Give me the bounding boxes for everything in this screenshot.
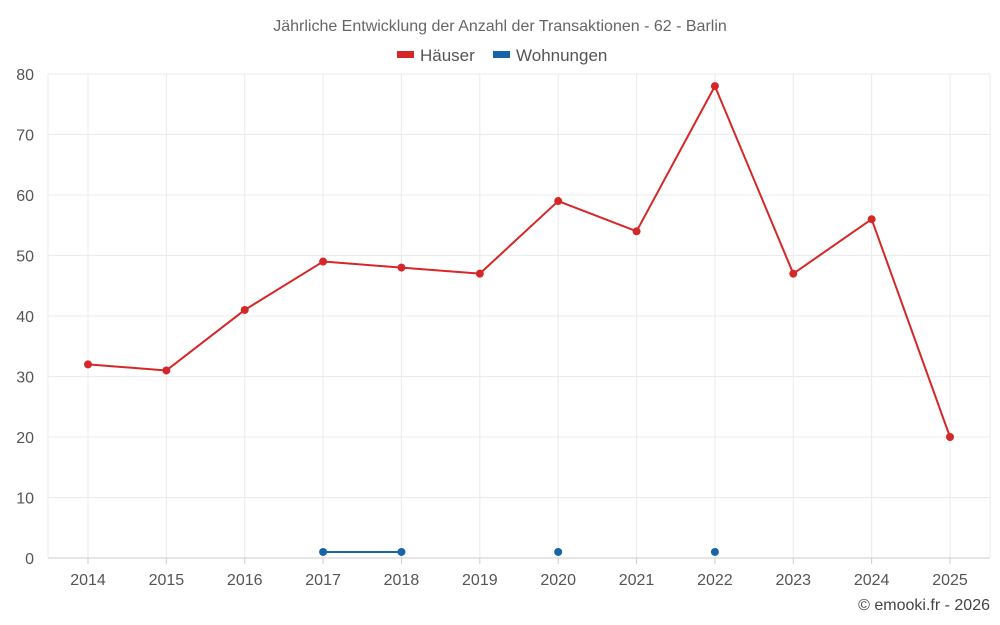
data-point[interactable] [319, 257, 328, 266]
series-line-segment [323, 260, 402, 269]
x-tick-label: 2015 [149, 572, 185, 589]
legend-swatch [397, 51, 414, 58]
data-point[interactable] [240, 305, 249, 314]
data-point[interactable] [867, 215, 876, 224]
series-line-segment [792, 218, 873, 275]
x-tick-label: 2018 [384, 572, 420, 589]
data-point[interactable] [84, 360, 92, 369]
legend-label[interactable]: Häuser [420, 46, 475, 65]
legend-swatch [493, 51, 510, 58]
data-point[interactable] [554, 197, 563, 206]
x-tick-label: 2021 [619, 572, 655, 589]
data-point[interactable] [710, 547, 719, 556]
x-tick-label: 2024 [854, 572, 890, 589]
x-tick-label: 2022 [697, 572, 733, 589]
series-line-segment [557, 200, 637, 233]
series-line-segment [244, 260, 324, 311]
series-line-segment [401, 266, 480, 275]
data-point[interactable] [162, 366, 171, 375]
chart-title: Jährliche Entwicklung der Anzahl der Tra… [273, 18, 727, 35]
data-point[interactable] [319, 547, 328, 556]
data-point[interactable] [554, 547, 563, 556]
x-tick-label: 2014 [70, 572, 106, 589]
series-haeuser [84, 82, 954, 441]
x-tick-label: 2017 [305, 572, 341, 589]
copyright-footer: © emooki.fr - 2026 [858, 597, 990, 614]
y-axis: 0 10 20 30 40 50 60 70 80 [16, 67, 34, 568]
x-tick-label: 2016 [227, 572, 263, 589]
y-tick-label: 40 [16, 309, 34, 326]
series-wohnungen [319, 547, 719, 556]
series-line-segment [87, 363, 167, 372]
data-point[interactable] [946, 433, 954, 441]
data-point[interactable] [632, 227, 641, 236]
x-axis: 2014 2015 2016 2017 2018 2019 2020 2021 2022 2023… [48, 557, 990, 589]
x-tick-label: 2025 [932, 572, 968, 589]
grid-lines [47, 73, 991, 558]
legend: Häuser Wohnungen [397, 46, 607, 65]
y-tick-label: 50 [16, 249, 34, 266]
series-line-segment [870, 218, 951, 438]
data-point[interactable] [789, 269, 798, 278]
y-tick-label: 80 [16, 67, 34, 84]
series-layer [84, 82, 954, 556]
x-tick-label: 2023 [775, 572, 811, 589]
x-tick-label: 2020 [540, 572, 576, 589]
series-line-segment [479, 200, 559, 275]
data-point[interactable] [397, 547, 406, 556]
data-point[interactable] [710, 82, 719, 91]
y-tick-label: 30 [16, 370, 34, 387]
data-point[interactable] [475, 269, 484, 278]
y-tick-label: 10 [16, 491, 34, 508]
series-line-segment [635, 85, 716, 232]
y-tick-label: 60 [16, 188, 34, 205]
x-tick-label: 2019 [462, 572, 498, 589]
data-point[interactable] [397, 263, 406, 272]
y-tick-label: 70 [16, 128, 34, 145]
series-line-segment [713, 85, 795, 275]
legend-label[interactable]: Wohnungen [516, 46, 607, 65]
y-tick-label: 20 [16, 430, 34, 447]
y-tick-label: 0 [25, 551, 34, 568]
series-line-segment [165, 309, 246, 372]
